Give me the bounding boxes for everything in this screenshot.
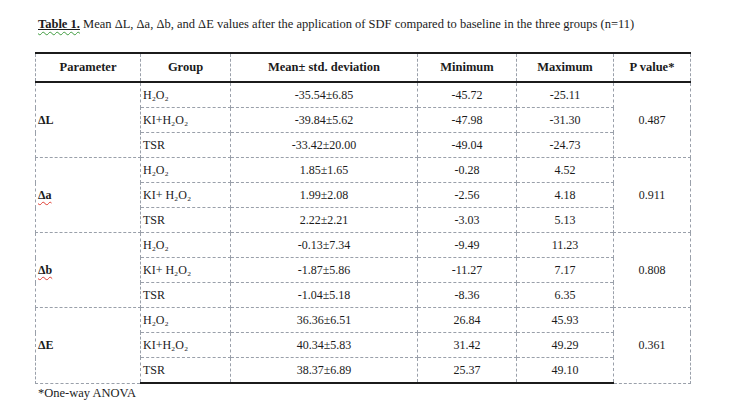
maximum-cell: 49.29	[517, 333, 614, 358]
group-cell: KI+H₂O₂	[141, 333, 231, 358]
parameter-cell: ΔL	[36, 82, 141, 158]
maximum-cell: 45.93	[517, 308, 614, 333]
pvalue-cell: 0.361	[614, 308, 691, 384]
results-table: Parameter Group Mean± std. deviation Min…	[35, 52, 691, 384]
mean-cell: -39.84±5.62	[231, 108, 418, 133]
group-cell: H₂O₂	[141, 233, 231, 258]
minimum-cell: -11.27	[418, 258, 517, 283]
document-page: Table 1. Mean ΔL, Δa, Δb, and ΔE values …	[0, 0, 748, 416]
table-row: ΔL H₂O₂ -35.54±6.85 -45.72 -25.11 0.487	[36, 82, 691, 108]
maximum-cell: 6.35	[517, 283, 614, 308]
group-cell: KI+H₂O₂	[141, 108, 231, 133]
table-row: ΔE H₂O₂ 36.36±6.51 26.84 45.93 0.361	[36, 308, 691, 333]
maximum-cell: 4.18	[517, 183, 614, 208]
header-row: Parameter Group Mean± std. deviation Min…	[36, 53, 691, 82]
minimum-cell: -9.49	[418, 233, 517, 258]
minimum-cell: 25.37	[418, 358, 517, 384]
group-cell: TSR	[141, 358, 231, 384]
mean-cell: -35.54±6.85	[231, 82, 418, 108]
maximum-cell: 11.23	[517, 233, 614, 258]
group-cell: TSR	[141, 208, 231, 233]
maximum-cell: 7.17	[517, 258, 614, 283]
maximum-cell: 5.13	[517, 208, 614, 233]
table-row: Δb H₂O₂ -0.13±7.34 -9.49 11.23 0.808	[36, 233, 691, 258]
mean-cell: -0.13±7.34	[231, 233, 418, 258]
minimum-cell: -49.04	[418, 133, 517, 158]
col-header-pvalue: P value*	[614, 53, 691, 82]
mean-cell: -1.04±5.18	[231, 283, 418, 308]
table-caption: Table 1. Mean ΔL, Δa, Δb, and ΔE values …	[38, 16, 718, 32]
group-cell: H₂O₂	[141, 158, 231, 183]
parameter-label: ΔE	[38, 338, 54, 352]
minimum-cell: -0.28	[418, 158, 517, 183]
mean-cell: -1.87±5.86	[231, 258, 418, 283]
mean-cell: 1.99±2.08	[231, 183, 418, 208]
pvalue-cell: 0.911	[614, 158, 691, 233]
col-header-maximum: Maximum	[517, 53, 614, 82]
mean-cell: 38.37±6.89	[231, 358, 418, 384]
mean-cell: 36.36±6.51	[231, 308, 418, 333]
maximum-cell: -25.11	[517, 82, 614, 108]
parameter-label: ΔL	[38, 113, 54, 127]
maximum-cell: 49.10	[517, 358, 614, 384]
col-header-minimum: Minimum	[418, 53, 517, 82]
pvalue-cell: 0.808	[614, 233, 691, 308]
col-header-parameter: Parameter	[36, 53, 141, 82]
minimum-cell: -47.98	[418, 108, 517, 133]
col-header-mean-sd: Mean± std. deviation	[231, 53, 418, 82]
minimum-cell: -8.36	[418, 283, 517, 308]
minimum-cell: 26.84	[418, 308, 517, 333]
maximum-cell: -24.73	[517, 133, 614, 158]
parameter-label: Δb	[38, 263, 52, 277]
minimum-cell: -45.72	[418, 82, 517, 108]
table-row: Δa H₂O₂ 1.85±1.65 -0.28 4.52 0.911	[36, 158, 691, 183]
minimum-cell: 31.42	[418, 333, 517, 358]
parameter-cell: Δa	[36, 158, 141, 233]
group-cell: H₂O₂	[141, 308, 231, 333]
group-cell: KI+ H₂O₂	[141, 183, 231, 208]
group-cell: TSR	[141, 283, 231, 308]
group-cell: H₂O₂	[141, 82, 231, 108]
mean-cell: 2.22±2.21	[231, 208, 418, 233]
group-cell: KI+ H₂O₂	[141, 258, 231, 283]
caption-text: Mean ΔL, Δa, Δb, and ΔE values after the…	[80, 17, 634, 31]
parameter-cell: Δb	[36, 233, 141, 308]
col-header-group: Group	[141, 53, 231, 82]
minimum-cell: -2.56	[418, 183, 517, 208]
maximum-cell: 4.52	[517, 158, 614, 183]
mean-cell: 40.34±5.83	[231, 333, 418, 358]
parameter-label: Δa	[38, 188, 52, 202]
parameter-cell: ΔE	[36, 308, 141, 384]
maximum-cell: -31.30	[517, 108, 614, 133]
pvalue-cell: 0.487	[614, 82, 691, 158]
minimum-cell: -3.03	[418, 208, 517, 233]
footnote: *One-way ANOVA	[38, 386, 136, 401]
mean-cell: 1.85±1.65	[231, 158, 418, 183]
mean-cell: -33.42±20.00	[231, 133, 418, 158]
caption-label: Table 1.	[38, 17, 80, 31]
caption-label-underline: Table 1.	[38, 17, 80, 31]
group-cell: TSR	[141, 133, 231, 158]
